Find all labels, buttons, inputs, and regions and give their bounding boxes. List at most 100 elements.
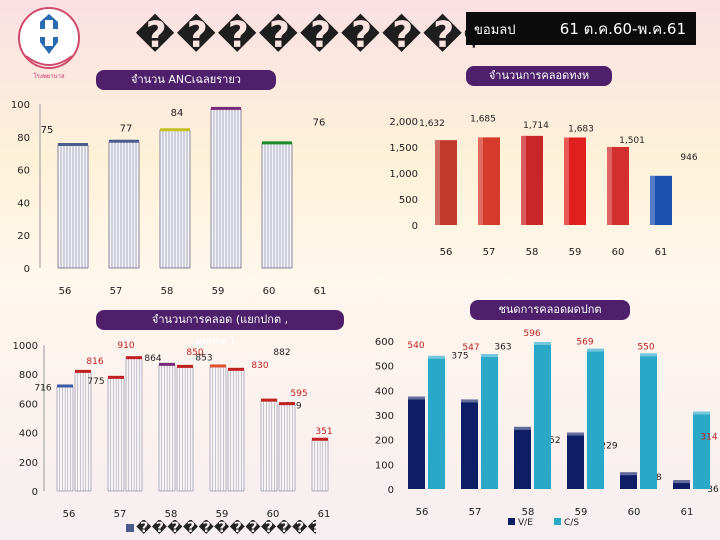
bottom-legend-text: �������������� [136, 520, 316, 536]
chart4-ytick: 0 [388, 485, 394, 496]
chart4-bar-cap [408, 396, 425, 400]
chart4-value-label: 550 [637, 342, 654, 352]
chart4-bar-cap [461, 399, 478, 403]
chart2-bar [435, 140, 457, 225]
page-title: ��������ข [135, 15, 475, 56]
chart2-bar-highlight [521, 135, 526, 225]
chart3-value-label: 864 [144, 354, 161, 364]
chart3-xtick: 60 [267, 509, 280, 520]
chart2-ytick: 0 [412, 221, 418, 232]
chart3-bar-cap [108, 375, 124, 379]
chart3-value-label: 853 [195, 353, 212, 363]
chart4-value-label: 36 [707, 485, 719, 495]
chart4-bar [567, 432, 584, 489]
chart4-value-label: 596 [523, 329, 540, 339]
chart3-value-label: 910 [117, 341, 134, 351]
chart1-ytick: 80 [17, 133, 30, 144]
chart1-ytick: 40 [17, 198, 30, 209]
header-date-range: 61 ต.ค.60-พ.ค.61 [559, 20, 686, 38]
chart3-ytick: 400 [19, 429, 38, 440]
chart1-xtick: 56 [59, 286, 72, 297]
chart4-xtick: 61 [681, 507, 694, 518]
hospital-logo-icon: โรงพยาบาล [18, 7, 80, 80]
chart2-bar-highlight [650, 175, 655, 225]
chart1-xtick: 61 [314, 286, 327, 297]
chart2-xtick: 58 [526, 247, 539, 258]
anc-average-chart: 0204060801005675577758845997607661 [11, 100, 327, 297]
chart4-value-label: 547 [462, 343, 479, 353]
chart4-ytick: 400 [375, 386, 394, 397]
chart4-legend-ve-swatch [508, 518, 515, 525]
chart1-bar-cap [262, 141, 292, 145]
chart2-xtick: 56 [440, 247, 453, 258]
chart3-value-label: 595 [290, 389, 307, 399]
chart4-ytick: 100 [375, 460, 394, 471]
abnormal-delivery-chart: 0 100 200 300 400 500 600 56 375 540 57 363 547 58 252… [375, 329, 719, 528]
chart4-xtick: 58 [522, 507, 535, 518]
chart4-value-label: 252 [543, 436, 560, 446]
chart4-value-label: 314 [700, 433, 717, 443]
chart4-bar-cap [673, 480, 690, 484]
chart4-value-label: 540 [407, 341, 424, 351]
chart3-bar-cap [228, 367, 244, 371]
chart1-ytick: 100 [11, 100, 30, 111]
chart3-ytick: 1000 [13, 341, 38, 352]
chart4-bar-cap [514, 426, 531, 430]
chart1-value-label: 84 [171, 108, 184, 119]
chart2-value-label: 1,501 [619, 136, 645, 146]
chart3-bar-cap [261, 398, 277, 402]
chart1-bar-cap [58, 143, 88, 146]
chart2-bar-highlight [478, 137, 483, 225]
chart2-bar-highlight [564, 137, 569, 225]
chart4-bar-cap [534, 341, 551, 345]
chart3-value-label: 716 [34, 383, 51, 393]
chart3-value-label: 816 [86, 357, 103, 367]
chart4-bar [620, 472, 637, 489]
chart4-bar-cap [620, 472, 637, 476]
chart3-bar-cap [312, 437, 328, 441]
chart1-bar-cap [211, 106, 241, 110]
chart1-value-label: 75 [41, 125, 54, 136]
chart3-xtick: 56 [63, 509, 76, 520]
svg-text:โรงพยาบาล: โรงพยาบาล [33, 72, 64, 80]
chart4-bar-cap [481, 354, 498, 358]
chart3-value-label: 351 [315, 427, 332, 437]
chart4-value-label: 229 [600, 442, 617, 452]
chart1-value-label: 77 [120, 124, 133, 135]
chart3-inner-label: ผดปกต ) [196, 337, 234, 348]
chart4-bar [514, 426, 531, 489]
chart4-value-label: 569 [576, 338, 593, 348]
chart2-bar-highlight [607, 146, 612, 225]
chart4-legend-cs-swatch [554, 518, 561, 525]
chart3-value-label: 775 [87, 377, 104, 387]
chart2-bar-highlight [435, 140, 440, 225]
chart2-value-label: 1,685 [470, 114, 496, 124]
chart1-xtick: 59 [212, 286, 225, 297]
chart1-title: จำนวน ANCเฉลยรายว [96, 70, 276, 90]
chart1-xtick: 60 [263, 286, 276, 297]
chart4-legend-ve: V/E [518, 518, 533, 528]
chart1-bar-cap [109, 139, 139, 143]
chart3-xtick: 61 [318, 509, 331, 520]
chart4-bar-cap [428, 355, 445, 359]
chart4-bar-cap [640, 353, 657, 357]
chart4-bar [461, 399, 478, 489]
chart4-value-label: 375 [451, 352, 468, 362]
chart2-xtick: 61 [655, 247, 668, 258]
chart4-ytick: 600 [375, 337, 394, 348]
chart3-value-label: 850 [186, 348, 203, 358]
chart2-ytick: 1,000 [389, 169, 418, 180]
chart1-xtick: 58 [161, 286, 174, 297]
chart2-value-label: 1,683 [568, 124, 594, 134]
chart4-bar [587, 348, 604, 489]
chart3-ytick: 0 [32, 487, 38, 498]
header-box: ขอมลป 61 ต.ค.60-พ.ค.61 [466, 12, 696, 45]
chart4-xtick: 59 [575, 507, 588, 518]
chart2-ytick: 1,500 [389, 143, 418, 154]
chart1-value-label: 76 [313, 117, 326, 128]
chart4-xtick: 57 [469, 507, 482, 518]
chart2-bar [478, 137, 500, 225]
chart1-xtick: 57 [110, 286, 123, 297]
chart4-ytick: 300 [375, 411, 394, 422]
chart2-ytick: 500 [399, 195, 418, 206]
